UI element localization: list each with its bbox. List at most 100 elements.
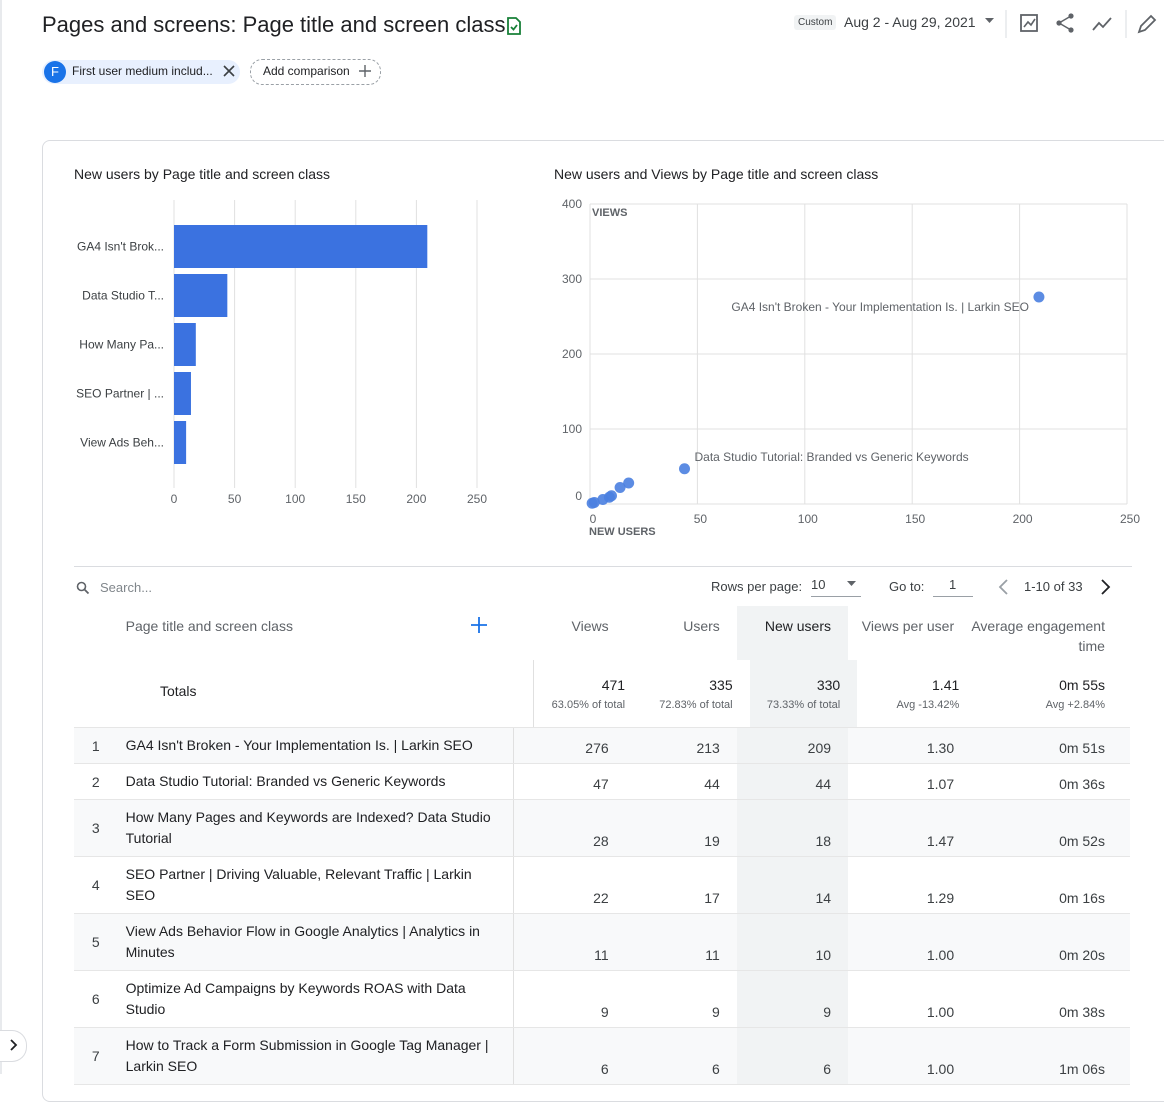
row-cell: 0m 38s: [971, 1004, 1130, 1027]
totals-sub: 63.05% of total: [534, 699, 625, 711]
column-header[interactable]: Users: [625, 606, 737, 660]
search-input[interactable]: Search...: [100, 580, 152, 595]
y-tick-label: How Many Pa...: [79, 338, 164, 352]
y-tick-label: SEO Partner | ...: [76, 387, 164, 401]
totals-spacer: [74, 660, 116, 727]
row-cell: 0m 36s: [971, 776, 1130, 799]
row-cell: 6: [74, 991, 118, 1007]
y-axis-label: VIEWS: [592, 207, 627, 219]
totals-label: Totals: [116, 660, 533, 702]
column-header[interactable]: Views: [513, 606, 624, 660]
totals-value: 330: [750, 677, 841, 693]
row-title[interactable]: Optimize Ad Campaigns by Keywords ROAS w…: [118, 971, 514, 1027]
scatter-point: [679, 463, 690, 474]
x-tick-label: 100: [285, 492, 305, 506]
scatter-point: [615, 482, 626, 493]
row-cell: 19: [625, 833, 737, 856]
x-tick-label: 0: [171, 492, 178, 506]
row-cell: 28: [513, 800, 624, 856]
divider: [74, 566, 1132, 567]
totals-sub: 72.83% of total: [641, 699, 733, 711]
prev-page[interactable]: [997, 578, 1011, 596]
row-cell: 1.07: [848, 776, 971, 799]
totals-cell: 0m 55sAvg +2.84%: [976, 660, 1130, 727]
row-cell: 44: [737, 764, 848, 799]
row-cell: 7: [74, 1048, 118, 1064]
row-cell: 213: [625, 740, 737, 763]
totals-row: Totals47163.05% of total33572.83% of tot…: [74, 660, 1130, 728]
x-tick-label: 150: [346, 492, 366, 506]
goto-input[interactable]: 1: [933, 577, 973, 597]
row-cell: 276: [513, 728, 624, 763]
row-cell: 6: [625, 1061, 737, 1084]
row-cell: 1.00: [848, 1004, 971, 1027]
row-cell: 1m 06s: [971, 1061, 1130, 1084]
row-cell: 6: [737, 1028, 848, 1084]
row-title[interactable]: SEO Partner | Driving Valuable, Relevant…: [118, 857, 514, 913]
row-cell: 1.00: [848, 1061, 971, 1084]
row-cell: 14: [737, 857, 848, 913]
search-icon: [76, 581, 90, 595]
totals-cell: 33572.83% of total: [641, 660, 750, 727]
totals-value: 1.41: [857, 677, 959, 693]
column-header[interactable]: New users: [737, 606, 848, 660]
row-cell: 0m 16s: [971, 890, 1130, 913]
row-cell: 1.47: [848, 833, 971, 856]
totals-cell: 1.41 Avg -13.42%: [857, 660, 976, 727]
scatter-point: [1033, 292, 1044, 303]
row-cell: 3: [74, 820, 118, 836]
row-title[interactable]: How to Track a Form Submission in Google…: [118, 1028, 514, 1084]
totals-sub: Avg -13.42%: [857, 699, 959, 711]
column-header[interactable]: Page title and screen class: [118, 606, 514, 644]
row-cell: 1.29: [848, 890, 971, 913]
x-axis-label: NEW USERS: [589, 526, 656, 538]
column-header[interactable]: Views per user: [848, 606, 971, 660]
x-tick-label: 100: [798, 512, 818, 526]
table-row: 7How to Track a Form Submission in Googl…: [74, 1028, 1130, 1085]
totals-cell: 330 73.33% of total: [750, 660, 858, 727]
page-range: 1-10 of 33: [1024, 579, 1083, 594]
bar: [174, 372, 191, 415]
row-cell: 47: [513, 764, 624, 799]
chart-title: New users and Views by Page title and sc…: [554, 166, 878, 182]
rows-per-page-label: Rows per page:: [711, 579, 802, 594]
row-cell: 1.30: [848, 740, 971, 763]
row-cell: 9: [513, 971, 624, 1027]
row-title[interactable]: View Ads Behavior Flow in Google Analyti…: [118, 914, 514, 970]
table-row: 6Optimize Ad Campaigns by Keywords ROAS …: [74, 971, 1130, 1028]
x-tick-label: 250: [1120, 512, 1140, 526]
row-title[interactable]: Data Studio Tutorial: Branded vs Generic…: [118, 764, 514, 799]
y-tick-label: 300: [562, 272, 582, 286]
row-cell: 44: [625, 776, 737, 799]
x-tick-label: 150: [905, 512, 925, 526]
x-tick-label: 50: [694, 512, 708, 526]
scatter-point: [587, 498, 598, 509]
row-cell: 17: [625, 890, 737, 913]
row-cell: 11: [625, 947, 737, 970]
goto-label: Go to:: [889, 579, 924, 594]
select-arrow: [846, 579, 858, 589]
y-tick-label: 0: [575, 489, 582, 503]
table-row: 4SEO Partner | Driving Valuable, Relevan…: [74, 857, 1130, 914]
row-title[interactable]: How Many Pages and Keywords are Indexed?…: [118, 800, 514, 856]
add-dimension-icon[interactable]: [470, 616, 488, 634]
annotation: Data Studio Tutorial: Branded vs Generic…: [695, 450, 969, 464]
x-tick-label: 200: [406, 492, 426, 506]
x-tick-label: 250: [467, 492, 487, 506]
chart-title: New users by Page title and screen class: [74, 166, 330, 182]
row-cell: 10: [737, 914, 848, 970]
totals-sub: 73.33% of total: [750, 699, 841, 711]
row-cell: 11: [513, 914, 624, 970]
column-header[interactable]: Average engagement time: [971, 606, 1130, 660]
charts: New users by Page title and screen class…: [0, 0, 1164, 560]
y-tick-label: View Ads Beh...: [80, 436, 164, 450]
y-tick-label: 200: [562, 347, 582, 361]
row-title[interactable]: GA4 Isn't Broken - Your Implementation I…: [118, 728, 514, 763]
row-cell: 1: [74, 738, 118, 754]
row-cell: 1.00: [848, 947, 971, 970]
row-cell: 22: [513, 857, 624, 913]
row-cell: 2: [74, 774, 118, 790]
next-page[interactable]: [1098, 578, 1112, 596]
row-cell: 6: [513, 1028, 624, 1084]
row-cell: 5: [74, 934, 118, 950]
